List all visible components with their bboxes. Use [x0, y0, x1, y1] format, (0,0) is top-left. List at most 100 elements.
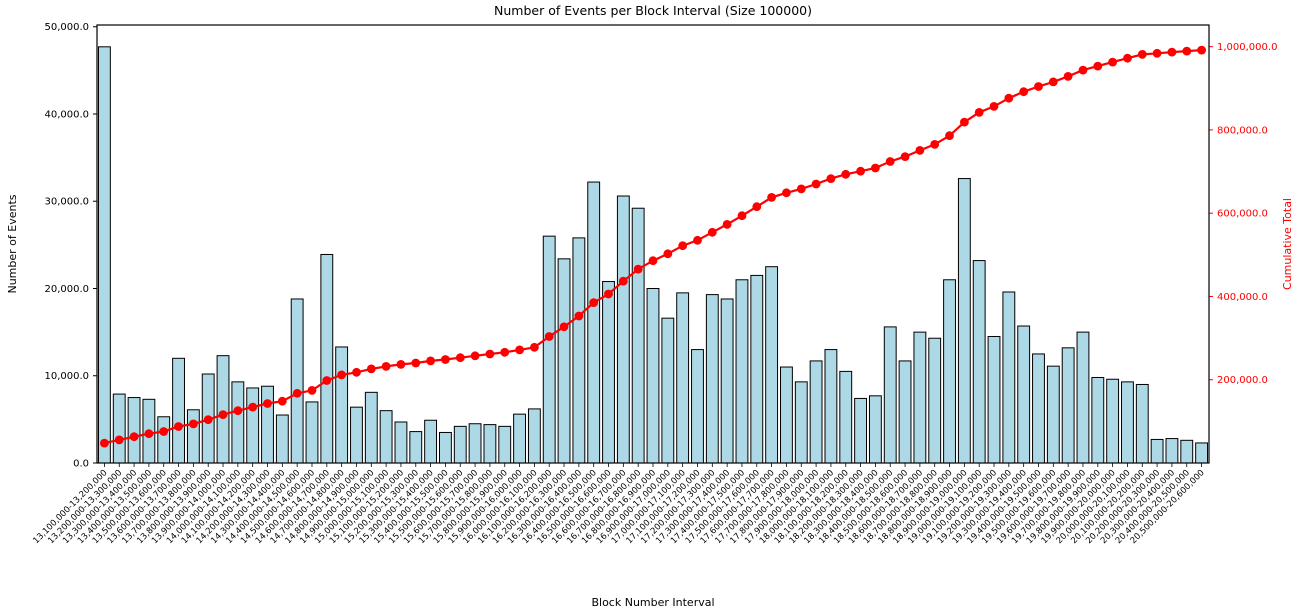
bar	[483, 424, 497, 464]
chart-title: Number of Events per Block Interval (Siz…	[494, 3, 812, 18]
y-axis-label-right: Cumulative Total	[1281, 198, 1294, 290]
cumulative-point	[1093, 61, 1103, 71]
cumulative-point	[1108, 57, 1117, 67]
bar	[572, 237, 586, 464]
cumulative-point	[1004, 93, 1014, 103]
bar	[127, 397, 141, 464]
cumulative-point	[381, 362, 391, 371]
cumulative-point	[752, 202, 762, 212]
axis-frame	[96, 24, 1210, 464]
cumulative-point	[500, 347, 510, 357]
cumulative-point	[426, 356, 435, 366]
bar	[898, 360, 912, 464]
bar	[705, 294, 719, 464]
cumulative-point	[263, 399, 272, 408]
y-tick-label-right: 800,000.0	[1217, 125, 1268, 136]
bar	[883, 326, 897, 464]
cumulative-point	[826, 174, 836, 184]
cumulative-point	[693, 235, 702, 245]
cumulative-point	[1048, 77, 1058, 87]
bar	[1076, 331, 1090, 464]
cumulative-point	[915, 146, 925, 155]
bar	[720, 298, 734, 464]
cumulative-point	[203, 415, 213, 425]
cumulative-point	[604, 289, 613, 299]
cumulative-point	[100, 438, 109, 448]
bar	[513, 413, 526, 464]
bar	[527, 408, 541, 464]
cumulative-point	[885, 157, 895, 166]
y-tick-label-left: 0.0	[73, 459, 89, 470]
bar	[320, 253, 334, 464]
cumulative-point	[1034, 82, 1043, 91]
cumulative-point	[455, 353, 465, 363]
cumulative-point	[707, 227, 717, 237]
cumulative-point	[1182, 46, 1192, 56]
bar	[1195, 442, 1209, 464]
bar	[439, 431, 452, 464]
bar	[928, 337, 942, 464]
cumulative-point	[856, 166, 865, 176]
cumulative-point	[974, 108, 984, 117]
bar	[854, 397, 868, 464]
bar	[498, 425, 512, 464]
bar	[157, 416, 171, 464]
bar	[364, 391, 378, 464]
y-tick-label-right: 600,000.0	[1217, 209, 1268, 220]
bar	[557, 258, 571, 464]
cumulative-point	[470, 351, 480, 361]
bar	[112, 393, 126, 464]
bar	[824, 349, 838, 464]
cumulative-point	[574, 311, 584, 321]
bar	[231, 381, 245, 464]
bars-group	[97, 46, 1209, 464]
cumulative-point	[485, 349, 495, 359]
bar	[394, 421, 408, 464]
bar	[780, 366, 793, 464]
cumulative-point	[174, 422, 183, 431]
cumulative-point	[648, 256, 658, 266]
bar	[1150, 438, 1164, 464]
cumulative-point	[1123, 53, 1132, 63]
cumulative-point	[129, 432, 139, 442]
cumulative-point	[871, 163, 880, 173]
y-tick-label-left: 50,000.0	[44, 22, 89, 33]
cumulative-point	[396, 360, 406, 369]
y-tick-label-right: 200,000.0	[1217, 375, 1268, 386]
bar	[379, 410, 393, 464]
cumulative-point	[366, 364, 376, 374]
bar	[1180, 439, 1194, 464]
cumulative-point	[945, 131, 954, 141]
cumulative-point	[441, 355, 450, 364]
bar	[1135, 383, 1149, 464]
bar	[794, 381, 808, 464]
bar	[1061, 347, 1075, 464]
cumulative-point	[811, 179, 821, 189]
cumulative-point	[1078, 65, 1088, 75]
bar	[172, 357, 185, 464]
bar	[542, 235, 556, 464]
cumulative-point	[337, 370, 346, 380]
cumulative-point	[930, 140, 940, 149]
bar	[987, 335, 1001, 464]
bar	[290, 298, 304, 464]
bar	[809, 360, 823, 464]
bar	[631, 207, 645, 464]
cumulative-point	[233, 406, 243, 416]
bar	[186, 409, 200, 464]
bar	[661, 317, 675, 464]
cumulative-point	[1152, 48, 1162, 58]
y-tick-label-left: 10,000.0	[44, 371, 89, 382]
bar	[943, 279, 956, 464]
cumulative-point	[722, 220, 732, 229]
bar	[735, 279, 749, 464]
x-axis-label: Block Number Interval	[591, 596, 714, 609]
y-tick-label-left: 30,000.0	[44, 197, 89, 208]
cumulative-point	[678, 241, 688, 251]
cumulative-point	[900, 152, 910, 162]
y-tick-label-left: 40,000.0	[44, 109, 89, 120]
cumulative-point	[663, 249, 673, 259]
cumulative-point	[411, 358, 421, 368]
